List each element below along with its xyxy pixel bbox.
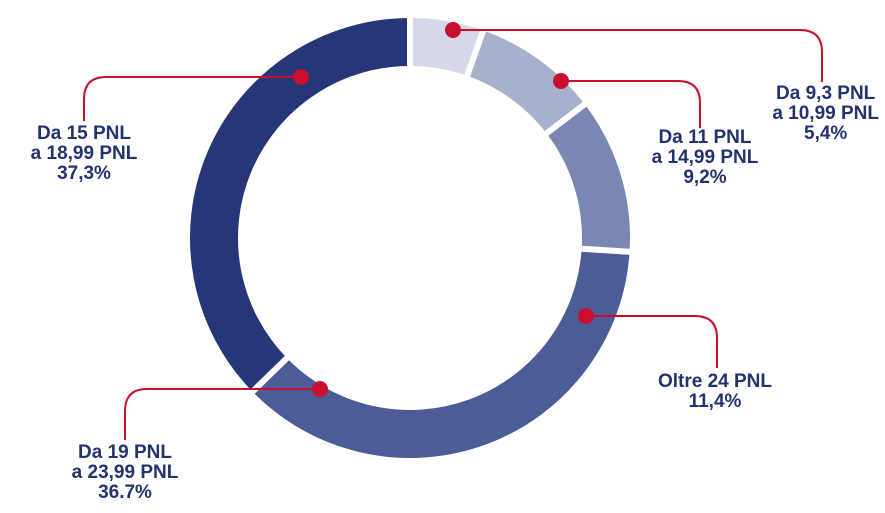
label-slice-3-line1: Oltre 24 PNL bbox=[657, 371, 773, 392]
leader-line-4 bbox=[124, 388, 320, 440]
label-slice-5-line1: Da 15 PNL bbox=[37, 123, 131, 144]
label-slice-1-value: 5,4% bbox=[804, 123, 848, 144]
donut-slice-4 bbox=[246, 245, 636, 464]
leader-line-2 bbox=[561, 80, 701, 128]
leader-line-1 bbox=[453, 29, 823, 82]
label-slice-4-line2: a 23,99 PNL bbox=[71, 462, 179, 483]
label-slice-1: Da 9,3 PNL a 10,99 PNL 5,4% bbox=[772, 84, 879, 144]
leader-line-5 bbox=[83, 76, 301, 121]
label-slice-2-line2: a 14,99 PNL bbox=[651, 147, 759, 168]
label-slice-2-line1: Da 11 PNL bbox=[658, 127, 752, 148]
leader-dot-4 bbox=[312, 381, 328, 397]
label-slice-4-line1: Da 19 PNL bbox=[78, 442, 172, 463]
label-slice-3-value: 11,4% bbox=[688, 391, 742, 412]
donut-slice-3 bbox=[539, 98, 636, 256]
leader-dot-2 bbox=[553, 73, 569, 89]
label-slice-3: Oltre 24 PNL 11,4% bbox=[650, 372, 780, 412]
donut-slice-5 bbox=[184, 11, 413, 398]
label-slice-5-value: 37,3% bbox=[57, 163, 111, 184]
label-slice-5-line2: a 18,99 PNL bbox=[30, 143, 138, 164]
label-slice-2-value: 9,2% bbox=[683, 167, 727, 188]
leader-line-3 bbox=[586, 315, 718, 368]
label-slice-5: Da 15 PNL a 18,99 PNL 37,3% bbox=[14, 124, 154, 184]
label-slice-2: Da 11 PNL a 14,99 PNL 9,2% bbox=[640, 128, 770, 188]
leader-dot-3 bbox=[578, 308, 594, 324]
leader-dot-5 bbox=[293, 69, 309, 85]
label-slice-4-value: 36.7% bbox=[98, 482, 152, 503]
leader-dot-1 bbox=[445, 22, 461, 38]
label-slice-4: Da 19 PNL a 23,99 PNL 36.7% bbox=[55, 443, 195, 503]
label-slice-1-line2: a 10,99 PNL bbox=[772, 103, 879, 124]
label-slice-1-line1: Da 9,3 PNL bbox=[776, 83, 876, 104]
